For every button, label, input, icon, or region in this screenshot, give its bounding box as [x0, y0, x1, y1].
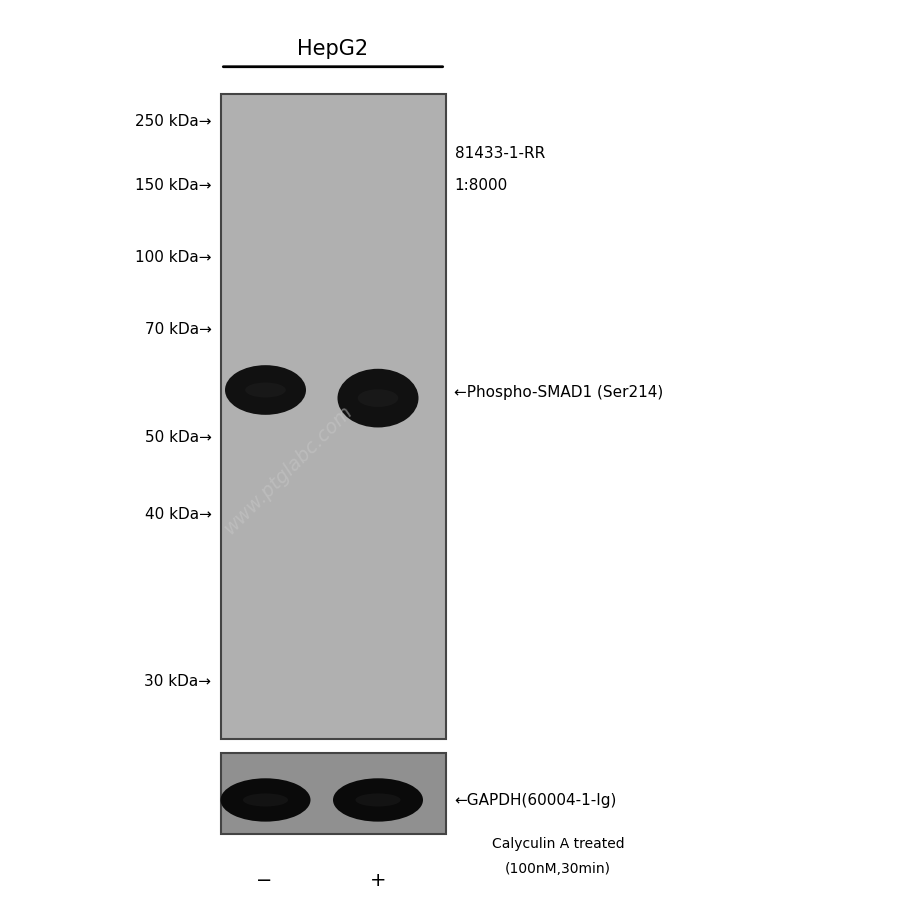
Text: 70 kDa→: 70 kDa→ [145, 322, 212, 336]
Text: −: − [256, 870, 272, 889]
Text: 30 kDa→: 30 kDa→ [145, 674, 212, 688]
Ellipse shape [333, 778, 423, 822]
Text: Calyculin A treated: Calyculin A treated [491, 836, 625, 851]
Ellipse shape [245, 383, 286, 398]
Text: 1:8000: 1:8000 [454, 178, 508, 192]
Text: 40 kDa→: 40 kDa→ [145, 507, 212, 521]
Text: +: + [370, 870, 386, 889]
Ellipse shape [225, 366, 306, 415]
Text: ←GAPDH(60004-1-Ig): ←GAPDH(60004-1-Ig) [454, 793, 616, 807]
Text: 150 kDa→: 150 kDa→ [135, 178, 212, 192]
Text: 100 kDa→: 100 kDa→ [135, 250, 212, 264]
Text: www.ptglabc.com: www.ptglabc.com [220, 401, 356, 537]
Ellipse shape [338, 369, 418, 428]
Text: ←Phospho-SMAD1 (Ser214): ←Phospho-SMAD1 (Ser214) [454, 385, 664, 400]
Ellipse shape [356, 794, 400, 806]
Text: 81433-1-RR: 81433-1-RR [454, 146, 544, 161]
Text: 250 kDa→: 250 kDa→ [135, 115, 212, 129]
Text: HepG2: HepG2 [297, 39, 369, 59]
Bar [220, 95, 446, 740]
Ellipse shape [243, 794, 288, 806]
Ellipse shape [220, 778, 310, 822]
Text: 50 kDa→: 50 kDa→ [145, 430, 212, 445]
Text: (100nM,30min): (100nM,30min) [505, 861, 611, 875]
Bar [220, 753, 446, 834]
Ellipse shape [358, 390, 398, 408]
